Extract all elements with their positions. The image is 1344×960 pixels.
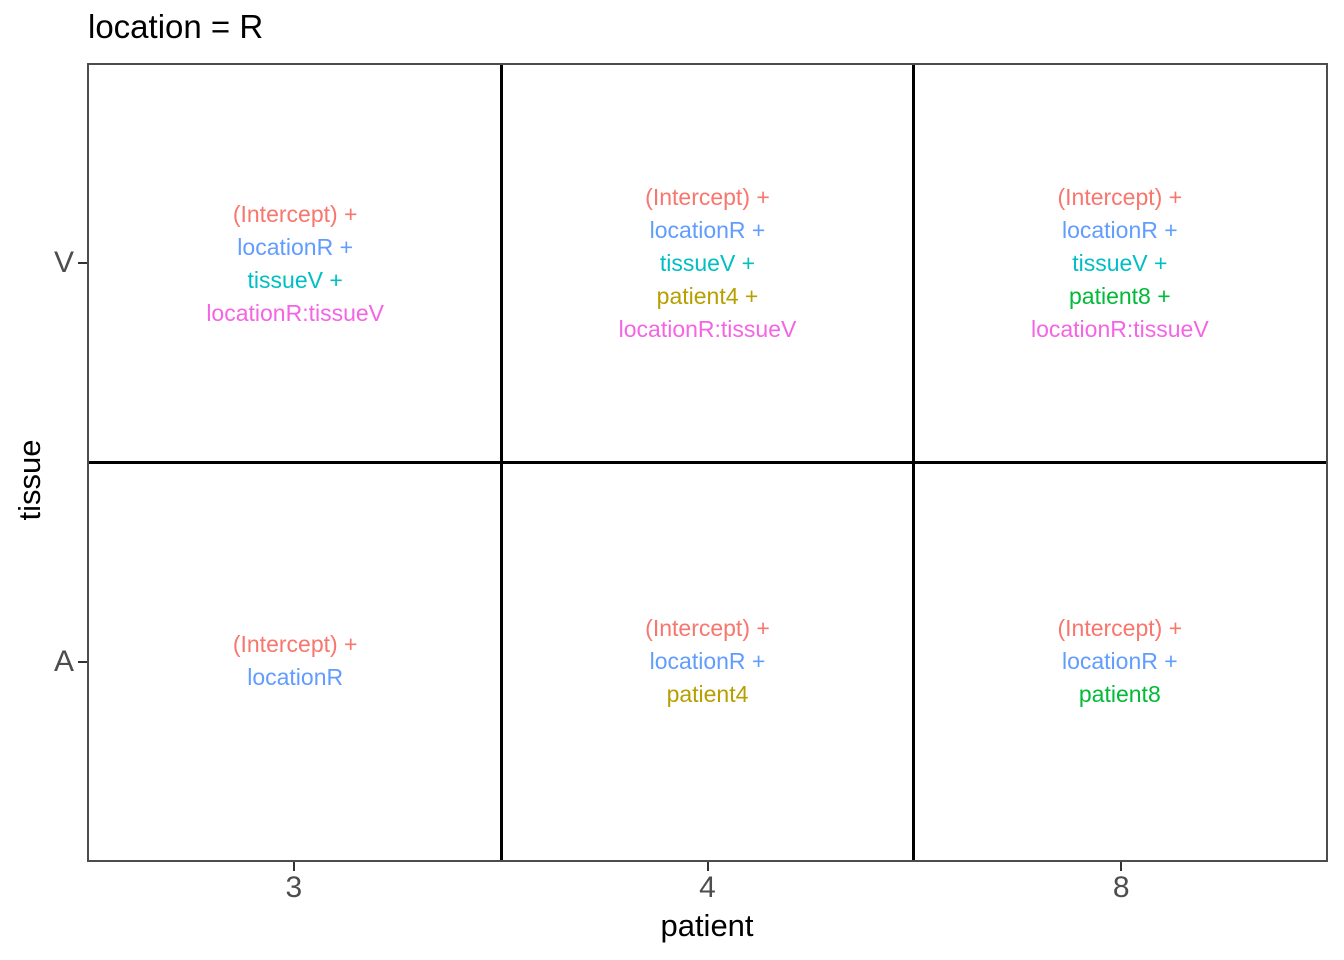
model-term: locationR + bbox=[649, 647, 766, 674]
model-term: tissueV + bbox=[1072, 250, 1168, 277]
facet-strip-title: location = R bbox=[88, 8, 264, 45]
model-term: locationR + bbox=[1061, 647, 1178, 674]
y-tick-label: V bbox=[53, 245, 74, 279]
facet-cell-A-4: (Intercept) + locationR + patient4 bbox=[501, 463, 913, 861]
model-term: locationR + bbox=[1061, 217, 1178, 244]
model-term: patient8 bbox=[1078, 680, 1161, 707]
facet-cell-V-8: (Intercept) + locationR + tissueV + patient… bbox=[914, 65, 1326, 463]
model-term: (Intercept) + bbox=[645, 184, 770, 211]
y-tick-mark bbox=[78, 661, 87, 664]
model-term: (Intercept) + bbox=[232, 200, 358, 227]
term-block: (Intercept) + locationR + patient4 bbox=[645, 612, 770, 711]
model-term: locationR bbox=[247, 664, 344, 691]
model-term: tissueV + bbox=[659, 250, 756, 277]
x-tick-label: 4 bbox=[699, 871, 716, 904]
model-term: patient8 + bbox=[1068, 283, 1171, 310]
model-term: locationR + bbox=[649, 217, 766, 244]
facet-cell-V-4: (Intercept) + locationR + tissueV + patient… bbox=[501, 65, 913, 463]
x-tick-mark bbox=[1120, 862, 1123, 871]
model-term: locationR:tissueV bbox=[618, 316, 797, 343]
facet-grid: (Intercept) + locationR + tissueV + locatio… bbox=[89, 65, 1326, 860]
plot-panel: (Intercept) + locationR + tissueV + locatio… bbox=[87, 63, 1328, 862]
x-tick-mark bbox=[706, 862, 709, 871]
y-axis-title: tissue bbox=[12, 439, 47, 521]
model-term: (Intercept) + bbox=[1057, 614, 1183, 641]
facet-cell-A-8: (Intercept) + locationR + patient8 bbox=[914, 463, 1326, 861]
x-tick-label: 8 bbox=[1112, 871, 1130, 904]
facet-cell-V-3: (Intercept) + locationR + tissueV + locatio… bbox=[89, 65, 501, 463]
model-term: (Intercept) + bbox=[1057, 184, 1183, 211]
model-term: locationR:tissueV bbox=[1030, 316, 1209, 343]
model-term: tissueV + bbox=[247, 266, 343, 293]
model-term: locationR:tissueV bbox=[206, 299, 385, 326]
term-block: (Intercept) + locationR + patient8 bbox=[1058, 612, 1183, 711]
term-block: (Intercept) + locationR + tissueV + patient… bbox=[1031, 181, 1209, 346]
x-tick-label: 3 bbox=[285, 871, 303, 904]
y-tick-mark bbox=[78, 261, 87, 264]
facet-cell-A-3: (Intercept) + locationR bbox=[89, 463, 501, 861]
term-block: (Intercept) + locationR + tissueV + patient… bbox=[619, 181, 797, 346]
x-tick-mark bbox=[292, 862, 295, 871]
term-block: (Intercept) + locationR + tissueV + locatio… bbox=[206, 198, 384, 330]
model-term: patient4 bbox=[666, 680, 749, 707]
model-term: (Intercept) + bbox=[645, 614, 770, 641]
model-term: locationR + bbox=[237, 233, 354, 260]
facet-divider-horizontal bbox=[89, 461, 1326, 464]
x-axis-title: patient bbox=[660, 908, 754, 943]
y-tick-label: A bbox=[53, 645, 74, 679]
term-block: (Intercept) + locationR bbox=[233, 628, 358, 694]
model-term: patient4 + bbox=[656, 283, 759, 310]
model-term: (Intercept) + bbox=[232, 631, 358, 658]
